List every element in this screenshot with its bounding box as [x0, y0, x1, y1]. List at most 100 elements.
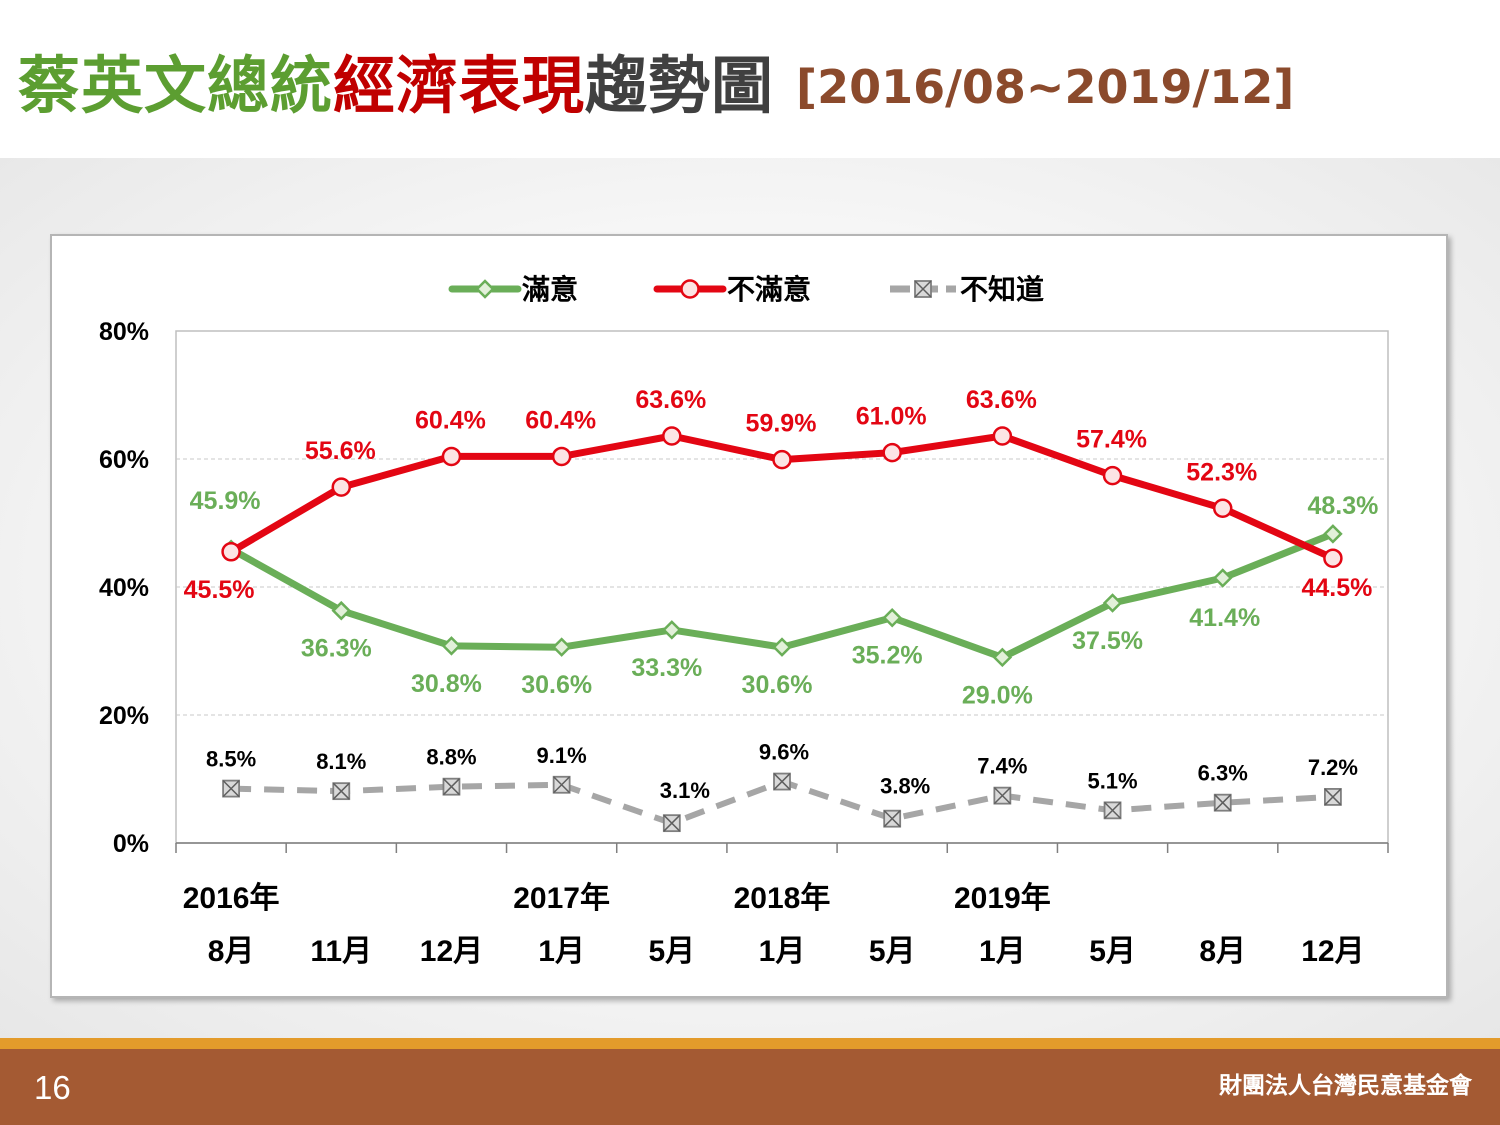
data-label: 8.5%: [206, 747, 256, 772]
x-tick-label-month: 1月: [538, 935, 585, 968]
x-tick-label-year: 2019年: [954, 882, 1051, 915]
data-label: 48.3%: [1307, 492, 1378, 520]
data-point-marker: [883, 809, 902, 828]
data-label: 60.4%: [525, 406, 596, 434]
x-tick-label-year: 2017年: [513, 882, 610, 915]
y-tick-label: 0%: [113, 830, 149, 858]
legend-marker: [680, 279, 700, 299]
data-point-marker: [882, 442, 902, 463]
data-label: 9.1%: [537, 743, 587, 768]
y-tick-label: 40%: [99, 574, 149, 602]
data-point-marker: [992, 647, 1013, 668]
data-point-marker: [222, 779, 240, 798]
data-label: 7.4%: [977, 754, 1027, 779]
unknown-marker-cross: [914, 280, 932, 298]
unknown-marker-cross: [883, 810, 901, 828]
footer-accent-line: [0, 1038, 1500, 1049]
data-point-marker: [882, 607, 902, 628]
unknown-marker-cross: [222, 780, 240, 798]
unknown-marker-cross: [663, 814, 681, 832]
data-point-marker: [1323, 548, 1343, 568]
data-point-marker: [1213, 793, 1232, 812]
y-tick-label: 80%: [99, 318, 149, 346]
data-label: 36.3%: [301, 635, 372, 663]
data-point-marker: [662, 426, 682, 446]
data-label: 30.6%: [742, 671, 813, 699]
title-part-economy: 經濟表現: [333, 49, 586, 122]
data-label: 55.6%: [305, 437, 376, 465]
data-point-marker: [331, 600, 352, 621]
data-label: 63.6%: [966, 386, 1037, 414]
data-label: 52.3%: [1186, 458, 1257, 486]
data-point-marker: [1102, 593, 1123, 613]
data-label: 59.9%: [746, 410, 817, 438]
title-part-trend: 趨勢圖: [585, 49, 775, 122]
data-label: 63.6%: [635, 386, 706, 414]
data-label: 30.6%: [521, 671, 592, 699]
y-tick-label: 60%: [99, 446, 149, 474]
data-label: 30.8%: [411, 670, 482, 698]
unknown-marker-cross: [1324, 788, 1342, 806]
unknown-marker-cross: [773, 773, 791, 791]
data-point-marker: [993, 786, 1012, 805]
data-point-marker: [1102, 465, 1123, 486]
slide-title: 蔡英文總統經濟表現趨勢圖 [2016/08~2019/12]: [18, 38, 1294, 135]
legend-marker: [475, 279, 495, 299]
unknown-marker-cross: [1214, 794, 1232, 812]
data-label: 8.1%: [316, 749, 366, 774]
data-point-marker: [992, 426, 1013, 446]
data-point-marker: [772, 449, 792, 470]
data-point-marker: [1323, 524, 1343, 544]
unknown-marker-cross: [993, 787, 1011, 805]
data-label: 7.2%: [1308, 755, 1358, 780]
data-label: 45.9%: [190, 487, 261, 515]
data-label: 33.3%: [631, 654, 702, 682]
data-label: 9.6%: [759, 740, 809, 765]
x-tick-label-month: 12月: [1301, 935, 1364, 968]
data-point-marker: [1212, 498, 1233, 519]
data-point-marker: [441, 636, 462, 656]
data-label: 45.5%: [184, 576, 255, 604]
x-tick-label-month: 1月: [759, 935, 806, 968]
x-tick-label-year: 2018年: [734, 882, 831, 915]
data-label: 29.0%: [962, 681, 1033, 709]
data-label: 61.0%: [856, 403, 927, 431]
unknown-marker-cross: [442, 778, 460, 796]
x-tick-label-month: 5月: [648, 935, 695, 968]
data-point-marker: [1212, 568, 1233, 588]
data-label: 44.5%: [1301, 574, 1372, 602]
data-point-marker: [1103, 801, 1122, 820]
unknown-marker-cross: [332, 782, 350, 800]
title-part-president: 蔡英文總統: [18, 49, 334, 122]
data-label: 5.1%: [1087, 768, 1137, 793]
data-label: 41.4%: [1189, 604, 1260, 632]
data-point-marker: [551, 446, 572, 467]
title-date-range: [2016/08~2019/12]: [796, 60, 1295, 114]
data-point-marker: [332, 782, 351, 801]
x-tick-label-month: 1月: [979, 935, 1026, 968]
page-number: 16: [34, 1069, 71, 1106]
data-point-marker: [442, 777, 461, 796]
x-tick-label-month: 5月: [1089, 935, 1136, 968]
x-tick-label-month: 8月: [208, 935, 255, 968]
legend-label: 滿意: [522, 273, 578, 306]
footer-bar: [0, 1049, 1500, 1125]
data-label: 8.8%: [426, 745, 476, 770]
x-tick-label-year: 2016年: [183, 882, 280, 915]
data-point-marker: [331, 477, 352, 497]
organization-name: 財團法人台灣民意基金會: [1219, 1073, 1472, 1099]
data-label: 3.8%: [880, 774, 930, 799]
legend-marker: [914, 280, 932, 298]
data-label: 57.4%: [1076, 426, 1147, 454]
legend-label: 不滿意: [727, 273, 811, 306]
data-point-marker: [221, 542, 241, 562]
data-label: 3.1%: [660, 778, 710, 803]
data-label: 60.4%: [415, 406, 486, 434]
data-point-marker: [773, 772, 791, 791]
x-tick-label-month: 5月: [869, 935, 916, 968]
data-point-marker: [772, 637, 792, 657]
data-label: 37.5%: [1072, 627, 1143, 655]
x-tick-label-month: 12月: [420, 935, 483, 968]
unknown-marker-cross: [1104, 801, 1122, 819]
data-point-marker: [662, 620, 682, 640]
